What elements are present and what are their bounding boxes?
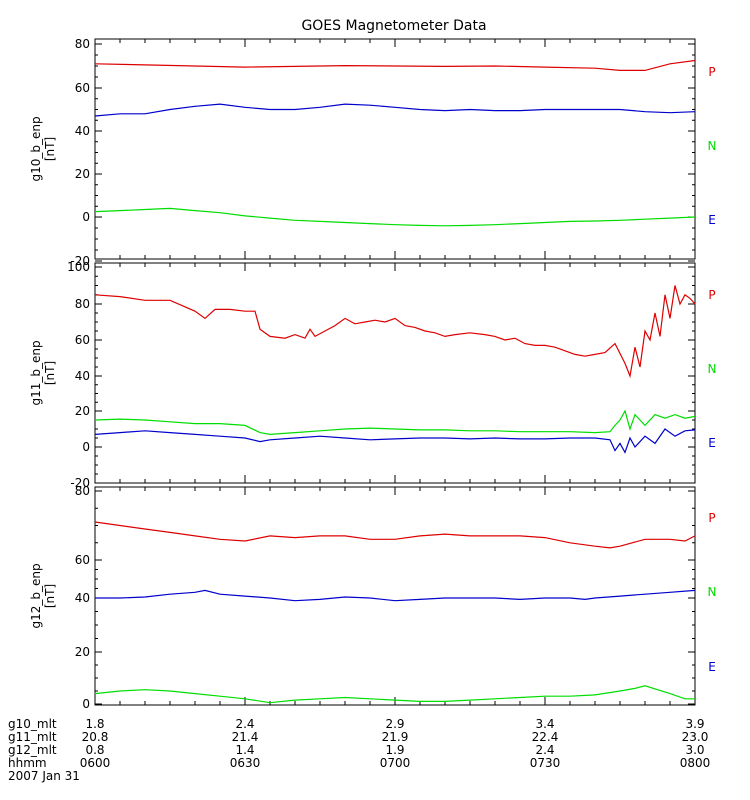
time-axis-value: 1.8 — [85, 717, 104, 731]
time-axis-value: 0730 — [530, 756, 561, 770]
time-axis-value: 0800 — [680, 756, 711, 770]
y-tick-label: 0 — [82, 210, 90, 224]
time-axis-value: 2.4 — [235, 717, 254, 731]
y-tick-label: 40 — [75, 124, 90, 138]
y-tick-label: 80 — [75, 37, 90, 51]
y-tick-label: 40 — [75, 591, 90, 605]
legend-label-P: P — [708, 288, 715, 302]
panel-frame — [94, 486, 696, 706]
legend-label-N: N — [708, 362, 717, 376]
legend-label-E: E — [708, 436, 716, 450]
y-tick-label: 80 — [75, 297, 90, 311]
row-label-g11-mlt: g11_mlt — [8, 730, 57, 744]
series-line-E — [94, 428, 696, 454]
y-tick-label: 20 — [75, 404, 90, 418]
y-axis-unit: [nT] — [43, 584, 57, 608]
panel-frame — [94, 262, 696, 484]
legend-label-E: E — [708, 660, 716, 674]
time-axis-table: g10_mlt g11_mlt g12_mlt hhmm 2007 Jan 31 — [8, 717, 80, 783]
time-axis-value: 21.9 — [382, 730, 409, 744]
y-axis-label: g12_b_enp — [29, 563, 43, 628]
panel-3: 0 20 40 60 80 g12_b_enp [nT] P N E — [29, 484, 716, 711]
row-label-g12-mlt: g12_mlt — [8, 743, 57, 757]
time-axis-value: 0.8 — [85, 743, 104, 757]
y-tick-label: -20 — [70, 254, 90, 268]
time-axis-value: 2.4 — [535, 743, 554, 757]
time-axis-value: 0600 — [80, 756, 111, 770]
y-tick-label: 20 — [75, 645, 90, 659]
y-axis-label: g11_b_enp — [29, 340, 43, 405]
time-axis-value: 3.0 — [685, 743, 704, 757]
series-line-P — [94, 59, 696, 71]
y-tick-label: 20 — [75, 167, 90, 181]
y-tick-label: 60 — [75, 81, 90, 95]
time-axis-value: 1.4 — [235, 743, 254, 757]
y-tick-label: 80 — [75, 484, 90, 498]
time-axis-value: 23.0 — [682, 730, 709, 744]
time-axis-value: 2.9 — [385, 717, 404, 731]
time-axis-value: 20.8 — [82, 730, 109, 744]
y-tick-label: 60 — [75, 553, 90, 567]
legend-label-N: N — [708, 585, 717, 599]
legend-label-P: P — [708, 511, 715, 525]
y-axis-unit: [nT] — [43, 361, 57, 385]
y-tick-label: -20 — [70, 476, 90, 490]
y-tick-label: 0 — [82, 697, 90, 711]
time-axis-value: 0630 — [230, 756, 261, 770]
series-line-P — [94, 521, 696, 549]
panel-1: -20 0 20 40 60 80 g10_b_enp [nT] P N E — [29, 37, 716, 268]
series-line-E — [94, 685, 695, 704]
y-tick-label: 100 — [67, 260, 90, 274]
time-axis-value: 1.9 — [385, 743, 404, 757]
chart-title: GOES Magnetometer Data — [301, 18, 486, 34]
panel-frame — [94, 38, 696, 260]
time-axis-value: 0700 — [380, 756, 411, 770]
y-tick-label: 40 — [75, 369, 90, 383]
time-axis-value: 21.4 — [232, 730, 259, 744]
time-axis-value: 3.4 — [535, 717, 554, 731]
y-tick-label: 0 — [82, 440, 90, 454]
row-label-g10-mlt: g10_mlt — [8, 717, 57, 731]
series-line-E — [94, 103, 696, 117]
series-line-N — [94, 409, 696, 436]
y-tick-label: 60 — [75, 333, 90, 347]
panel-2: -20 0 20 40 60 80 100 g11_b_enp [nT] P N E — [29, 260, 716, 490]
series-line-N — [95, 589, 696, 602]
row-label-hhmm: hhmm — [8, 756, 47, 770]
legend-label-E: E — [708, 213, 716, 227]
series-line-P — [94, 285, 696, 379]
y-axis-unit: [nT] — [43, 137, 57, 161]
series-line-N — [94, 207, 696, 227]
time-axis-value: 22.4 — [532, 730, 559, 744]
time-axis-value: 3.9 — [685, 717, 704, 731]
legend-label-N: N — [708, 139, 717, 153]
legend-label-P: P — [708, 65, 715, 79]
date-label: 2007 Jan 31 — [8, 769, 80, 783]
y-axis-label: g10_b_enp — [29, 116, 43, 181]
